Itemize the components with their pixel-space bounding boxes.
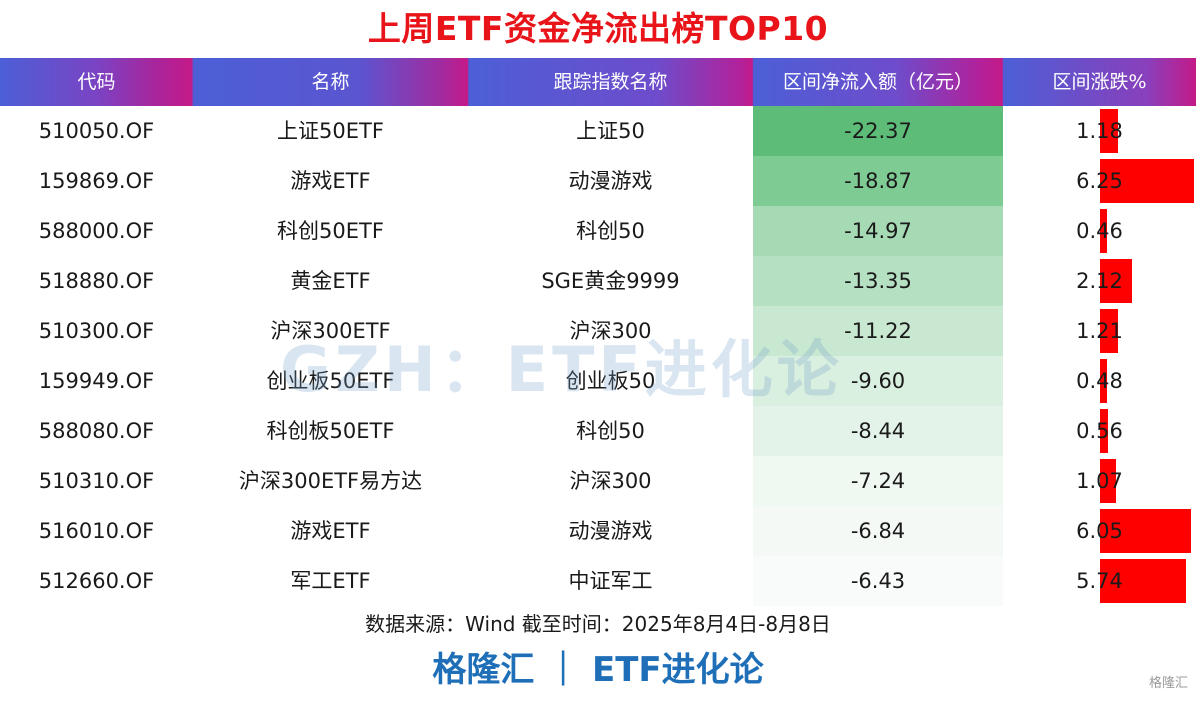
cell-code: 518880.OF xyxy=(38,269,155,293)
cell-net-flow: -13.35 xyxy=(844,269,912,293)
cell-name: 创业板50ETF xyxy=(266,369,395,393)
cell-net-flow: -6.84 xyxy=(850,519,906,543)
change-bar xyxy=(1100,109,1118,153)
page-title: 上周ETF资金净流出榜TOP10 xyxy=(367,9,829,48)
table-row: 588000.OF 科创50ETF 科创50 -14.97 0.46 xyxy=(0,206,1196,256)
cell-index: 科创50 xyxy=(576,219,645,243)
cell-code: 159869.OF xyxy=(38,169,155,193)
cell-index: 上证50 xyxy=(576,119,645,143)
cell-change: 0.56 xyxy=(1076,419,1123,443)
table-row: 510300.OF 沪深300ETF 沪深300 -11.22 1.21 xyxy=(0,306,1196,356)
cell-name: 沪深300ETF xyxy=(270,319,391,343)
change-bar xyxy=(1100,459,1116,503)
net-flow-heat-cell xyxy=(753,106,1003,156)
cell-name: 沪深300ETF易方达 xyxy=(238,469,423,493)
net-flow-heat-cell xyxy=(753,206,1003,256)
change-bar xyxy=(1100,209,1107,253)
change-bar xyxy=(1100,159,1194,203)
cell-code: 516010.OF xyxy=(38,519,155,543)
cell-index: 沪深300 xyxy=(569,319,652,343)
cell-net-flow: -8.44 xyxy=(850,419,906,443)
cell-name: 游戏ETF xyxy=(290,169,371,193)
cell-index: 沪深300 xyxy=(569,469,652,493)
cell-code: 510050.OF xyxy=(38,119,155,143)
data-source-note: 数据来源：Wind 截至时间：2025年8月4日-8月8日 xyxy=(365,612,831,636)
cell-net-flow: -11.22 xyxy=(844,319,912,343)
cell-net-flow: -22.37 xyxy=(844,119,912,143)
net-flow-heat-cell xyxy=(753,256,1003,306)
table-row: 512660.OF 军工ETF 中证军工 -6.43 5.74 xyxy=(0,556,1196,606)
column-header-code[interactable]: 代码 xyxy=(77,71,116,93)
table-row: 510310.OF 沪深300ETF易方达 沪深300 -7.24 1.07 xyxy=(0,456,1196,506)
change-bar xyxy=(1100,409,1108,453)
column-header-index[interactable]: 跟踪指数名称 xyxy=(553,71,668,93)
cell-change: 0.46 xyxy=(1076,219,1123,243)
column-header-net-flow[interactable]: 区间净流入额（亿元） xyxy=(782,71,973,93)
cell-index: 科创50 xyxy=(576,419,645,443)
cell-net-flow: -9.60 xyxy=(850,369,906,393)
net-flow-heat-cell xyxy=(753,406,1003,456)
table-row: 518880.OF 黄金ETF SGE黄金9999 -13.35 2.12 xyxy=(0,256,1196,306)
cell-name: 科创50ETF xyxy=(277,219,384,243)
cell-code: 159949.OF xyxy=(38,369,155,393)
cell-name: 黄金ETF xyxy=(290,269,371,293)
cell-code: 512660.OF xyxy=(38,569,155,593)
cell-change: 1.21 xyxy=(1076,319,1123,343)
column-header-change[interactable]: 区间涨跌% xyxy=(1052,71,1147,93)
cell-index: 动漫游戏 xyxy=(568,169,653,193)
cell-name: 科创板50ETF xyxy=(266,419,395,443)
cell-index: SGE黄金9999 xyxy=(541,269,680,293)
cell-code: 588000.OF xyxy=(38,219,155,243)
cell-code: 510300.OF xyxy=(38,319,155,343)
cell-change: 1.18 xyxy=(1076,119,1123,143)
gelonghui-logo: 格隆汇 xyxy=(1148,676,1188,691)
cell-net-flow: -7.24 xyxy=(850,469,906,493)
change-bar xyxy=(1100,509,1191,553)
brand-footer: 格隆汇 ｜ ETF进化论 xyxy=(432,650,764,690)
table-row: 510050.OF 上证50ETF 上证50 -22.37 1.18 xyxy=(0,106,1196,156)
table-row: 159949.OF 创业板50ETF 创业板50 -9.60 0.48 xyxy=(0,356,1196,406)
cell-code: 510310.OF xyxy=(38,469,155,493)
cell-index: 动漫游戏 xyxy=(568,519,653,543)
change-bar xyxy=(1100,259,1132,303)
net-flow-heat-cell xyxy=(753,156,1003,206)
change-bar xyxy=(1100,359,1107,403)
cell-name: 上证50ETF xyxy=(277,119,384,143)
cell-net-flow: -6.43 xyxy=(850,569,906,593)
net-flow-heat-cell xyxy=(753,306,1003,356)
cell-change: 6.25 xyxy=(1076,169,1123,193)
cell-change: 5.74 xyxy=(1076,569,1123,593)
cell-index: 中证军工 xyxy=(568,569,653,593)
cell-net-flow: -18.87 xyxy=(844,169,912,193)
table-header: 代码 名称 跟踪指数名称 区间净流入额（亿元） 区间涨跌% xyxy=(0,58,1196,106)
table-row: 588080.OF 科创板50ETF 科创50 -8.44 0.56 xyxy=(0,406,1196,456)
watermark: GZH：ETF进化论 xyxy=(280,333,843,406)
cell-change: 1.07 xyxy=(1076,469,1123,493)
table-row: 159869.OF 游戏ETF 动漫游戏 -18.87 6.25 xyxy=(0,156,1196,206)
net-flow-heat-cell xyxy=(753,456,1003,506)
cell-code: 588080.OF xyxy=(38,419,155,443)
cell-change: 0.48 xyxy=(1076,369,1123,393)
change-bar xyxy=(1100,559,1186,603)
cell-change: 6.05 xyxy=(1076,519,1123,543)
cell-net-flow: -14.97 xyxy=(844,219,912,243)
cell-name: 游戏ETF xyxy=(290,519,371,543)
net-flow-heat-cell xyxy=(753,506,1003,556)
table-row: 516010.OF 游戏ETF 动漫游戏 -6.84 6.05 xyxy=(0,506,1196,556)
net-flow-heat-cell xyxy=(753,356,1003,406)
cell-name: 军工ETF xyxy=(290,569,371,593)
cell-change: 2.12 xyxy=(1076,269,1123,293)
change-bar xyxy=(1100,309,1118,353)
net-flow-heat-cell xyxy=(753,556,1003,606)
cell-index: 创业板50 xyxy=(565,369,656,393)
column-header-name[interactable]: 名称 xyxy=(311,71,350,93)
